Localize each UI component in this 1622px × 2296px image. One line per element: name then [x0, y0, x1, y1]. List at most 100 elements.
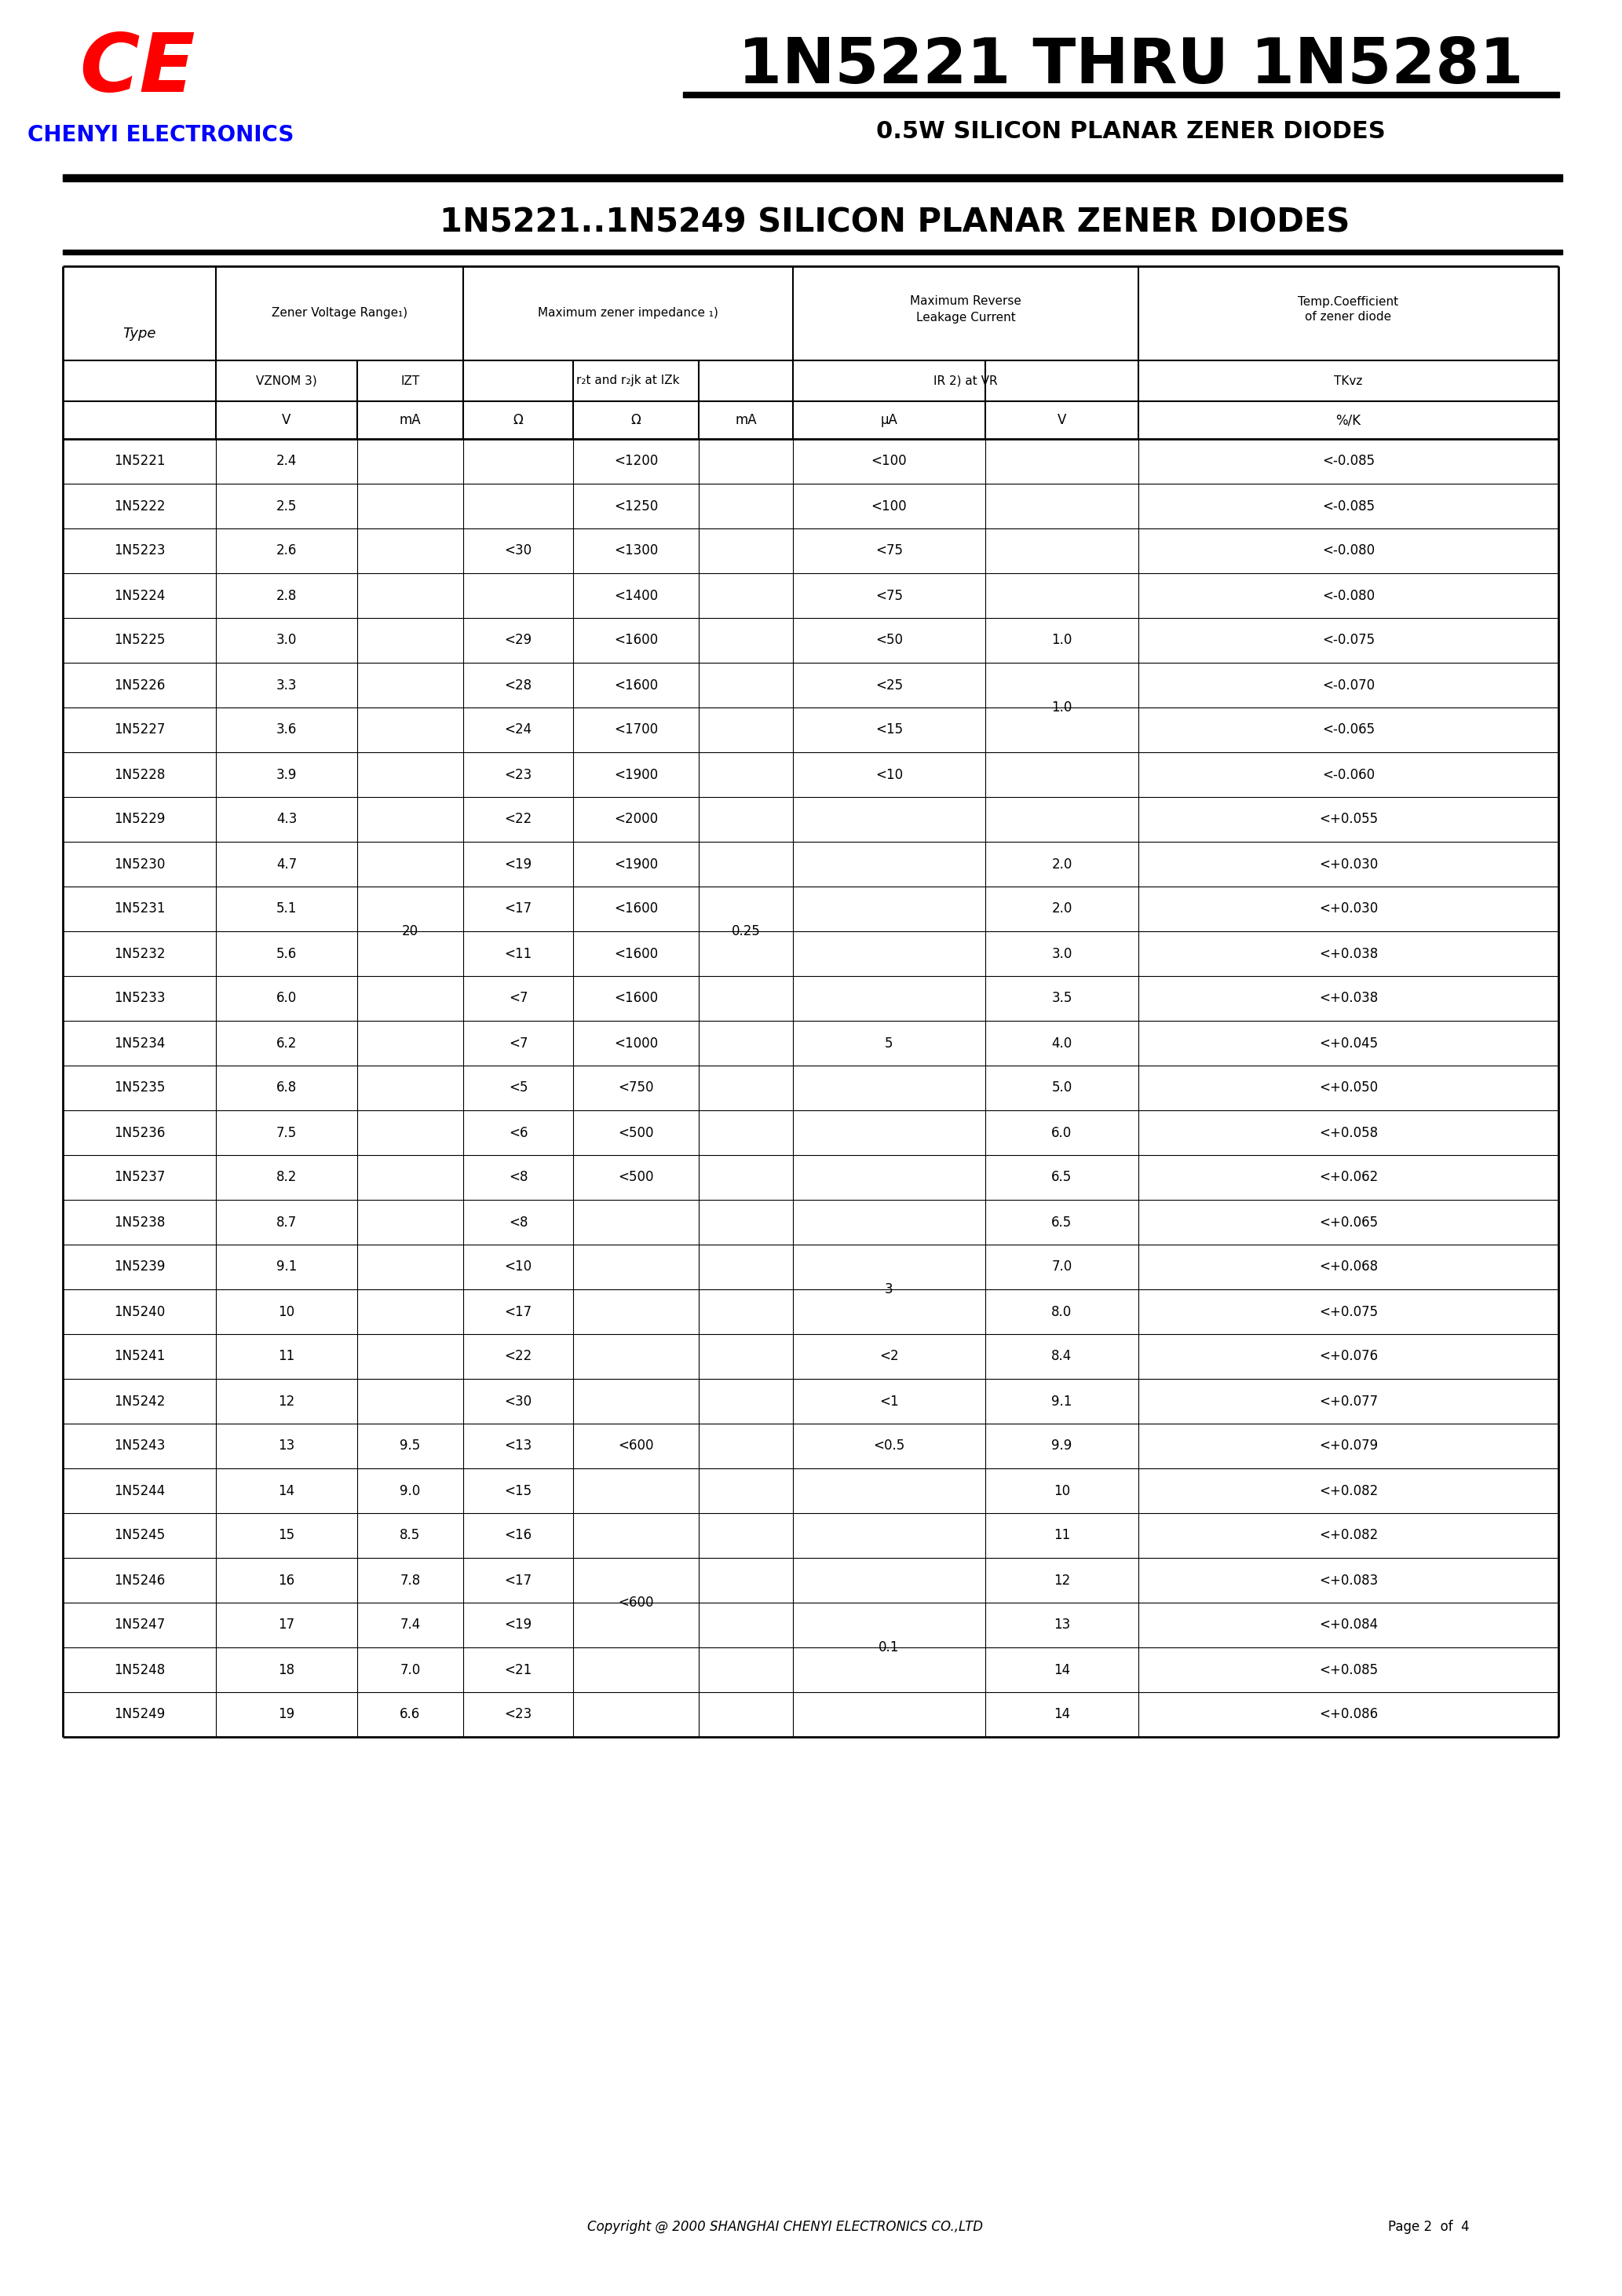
Text: <100: <100 — [871, 455, 907, 468]
Text: 5.0: 5.0 — [1051, 1081, 1072, 1095]
Text: 0.1: 0.1 — [879, 1639, 900, 1655]
Text: <2: <2 — [879, 1350, 899, 1364]
Text: 3.0: 3.0 — [1051, 946, 1072, 960]
Text: <-0.070: <-0.070 — [1322, 677, 1375, 691]
Text: <1600: <1600 — [613, 634, 659, 647]
Text: <10: <10 — [876, 767, 903, 781]
Text: <17: <17 — [504, 1573, 532, 1587]
Text: <+0.086: <+0.086 — [1319, 1708, 1377, 1722]
Text: 14: 14 — [1054, 1708, 1071, 1722]
Text: <75: <75 — [876, 588, 903, 602]
Text: 1N5231: 1N5231 — [114, 902, 165, 916]
Text: 1N5228: 1N5228 — [114, 767, 165, 781]
Text: Type: Type — [123, 326, 156, 340]
Text: 1N5229: 1N5229 — [114, 813, 165, 827]
Text: 11: 11 — [1054, 1529, 1071, 1543]
Text: <23: <23 — [504, 767, 532, 781]
Text: 3.3: 3.3 — [276, 677, 297, 691]
Text: 3.5: 3.5 — [1051, 992, 1072, 1006]
Text: 0.5W SILICON PLANAR ZENER DIODES: 0.5W SILICON PLANAR ZENER DIODES — [876, 119, 1385, 142]
Text: 12: 12 — [1054, 1573, 1071, 1587]
Text: 5.6: 5.6 — [276, 946, 297, 960]
Text: Maximum zener impedance ₁): Maximum zener impedance ₁) — [539, 308, 719, 319]
Text: 1N5225: 1N5225 — [114, 634, 165, 647]
Text: 9.0: 9.0 — [401, 1483, 420, 1497]
Text: <+0.038: <+0.038 — [1319, 946, 1379, 960]
Text: 3.9: 3.9 — [276, 767, 297, 781]
Text: 1N5244: 1N5244 — [114, 1483, 165, 1497]
Text: 18: 18 — [279, 1662, 295, 1676]
Text: 1N5248: 1N5248 — [114, 1662, 165, 1676]
Text: <2000: <2000 — [613, 813, 659, 827]
Text: <1700: <1700 — [613, 723, 659, 737]
Text: 1N5246: 1N5246 — [114, 1573, 165, 1587]
Bar — [683, 92, 1559, 96]
Text: 1N5226: 1N5226 — [114, 677, 165, 691]
Text: <+0.038: <+0.038 — [1319, 992, 1379, 1006]
Text: 6.0: 6.0 — [276, 992, 297, 1006]
Text: V: V — [1058, 413, 1066, 427]
Text: <+0.045: <+0.045 — [1319, 1035, 1377, 1049]
Text: 1N5234: 1N5234 — [114, 1035, 165, 1049]
Text: 2.5: 2.5 — [276, 498, 297, 512]
Text: <1400: <1400 — [613, 588, 659, 602]
Text: 1N5221: 1N5221 — [114, 455, 165, 468]
Text: <15: <15 — [876, 723, 903, 737]
Text: 11: 11 — [279, 1350, 295, 1364]
Text: <+0.085: <+0.085 — [1319, 1662, 1377, 1676]
Text: 6.8: 6.8 — [276, 1081, 297, 1095]
Text: 0.25: 0.25 — [732, 925, 761, 939]
Text: <1900: <1900 — [613, 767, 659, 781]
Text: <10: <10 — [504, 1261, 532, 1274]
Text: V: V — [282, 413, 290, 427]
Text: 9.1: 9.1 — [276, 1261, 297, 1274]
Text: <28: <28 — [504, 677, 532, 691]
Text: <16: <16 — [504, 1529, 532, 1543]
Text: <+0.068: <+0.068 — [1319, 1261, 1377, 1274]
Text: <8: <8 — [509, 1215, 527, 1228]
Text: 3.0: 3.0 — [276, 634, 297, 647]
Text: 7.0: 7.0 — [401, 1662, 420, 1676]
Text: 3.6: 3.6 — [276, 723, 297, 737]
Text: <23: <23 — [504, 1708, 532, 1722]
Text: 1N5224: 1N5224 — [114, 588, 165, 602]
Text: CHENYI ELECTRONICS: CHENYI ELECTRONICS — [28, 124, 294, 147]
Text: 8.5: 8.5 — [401, 1529, 420, 1543]
Text: <25: <25 — [876, 677, 903, 691]
Text: <7: <7 — [509, 1035, 527, 1049]
Text: 10: 10 — [279, 1304, 295, 1318]
Text: <75: <75 — [876, 544, 903, 558]
Text: 13: 13 — [1054, 1619, 1071, 1632]
Text: 2.6: 2.6 — [276, 544, 297, 558]
Text: <8: <8 — [509, 1171, 527, 1185]
Text: 13: 13 — [279, 1440, 295, 1453]
Text: r₂t and r₂jk at IZk: r₂t and r₂jk at IZk — [576, 374, 680, 386]
Text: 1N5245: 1N5245 — [114, 1529, 165, 1543]
Text: 6.6: 6.6 — [401, 1708, 420, 1722]
Text: 1N5240: 1N5240 — [114, 1304, 165, 1318]
Text: <29: <29 — [504, 634, 532, 647]
Text: IZT: IZT — [401, 374, 420, 386]
Text: of zener diode: of zener diode — [1306, 312, 1392, 324]
Text: Copyright @ 2000 SHANGHAI CHENYI ELECTRONICS CO.,LTD: Copyright @ 2000 SHANGHAI CHENYI ELECTRO… — [587, 2220, 983, 2234]
Text: 17: 17 — [279, 1619, 295, 1632]
Text: <+0.055: <+0.055 — [1319, 813, 1377, 827]
Text: 1N5237: 1N5237 — [114, 1171, 165, 1185]
Text: 1N5247: 1N5247 — [114, 1619, 165, 1632]
Text: <1300: <1300 — [613, 544, 659, 558]
Text: <19: <19 — [504, 856, 532, 870]
Text: 1N5249: 1N5249 — [114, 1708, 165, 1722]
Text: mA: mA — [399, 413, 422, 427]
Text: Ω: Ω — [631, 413, 641, 427]
Text: <30: <30 — [504, 1394, 532, 1407]
Text: <1: <1 — [879, 1394, 899, 1407]
Text: 1.0: 1.0 — [1051, 700, 1072, 714]
Text: <600: <600 — [618, 1596, 654, 1609]
Text: <+0.030: <+0.030 — [1319, 902, 1379, 916]
Text: VZNOM 3): VZNOM 3) — [256, 374, 316, 386]
Text: <-0.085: <-0.085 — [1322, 498, 1375, 512]
Text: 9.5: 9.5 — [401, 1440, 420, 1453]
Text: 1N5242: 1N5242 — [114, 1394, 165, 1407]
Text: <+0.050: <+0.050 — [1319, 1081, 1377, 1095]
Text: 9.9: 9.9 — [1051, 1440, 1072, 1453]
